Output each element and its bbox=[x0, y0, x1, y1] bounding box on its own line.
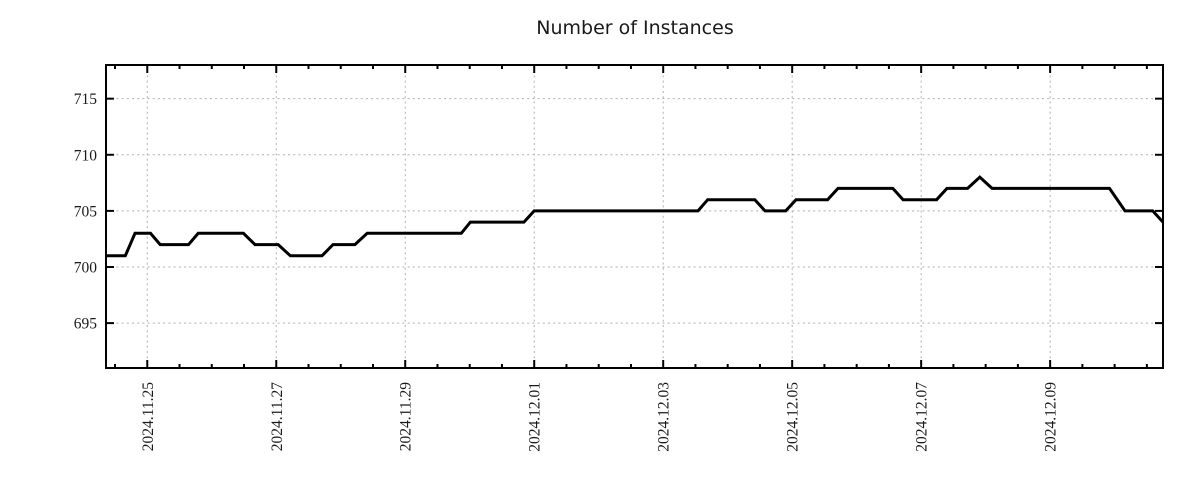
x-tick-label: 2024.12.05 bbox=[785, 382, 802, 452]
y-tick-label: 710 bbox=[74, 147, 98, 164]
y-tick-label: 715 bbox=[74, 91, 98, 108]
data-line bbox=[106, 175, 1165, 258]
y-tick-label: 700 bbox=[74, 260, 98, 277]
x-tick-label: 2024.11.27 bbox=[269, 382, 286, 451]
chart-title: Number of Instances bbox=[536, 17, 734, 39]
x-tick-label: 2024.12.09 bbox=[1043, 382, 1060, 452]
x-tick-label: 2024.11.29 bbox=[398, 382, 415, 451]
y-tick-label: 695 bbox=[74, 316, 98, 333]
x-tick-label: 2024.12.01 bbox=[527, 382, 544, 452]
x-tick-label: 2024.12.03 bbox=[656, 382, 673, 452]
x-tick-label: 2024.12.07 bbox=[914, 382, 931, 452]
plot-border bbox=[105, 64, 1164, 369]
y-tick-label: 705 bbox=[74, 203, 98, 220]
x-tick-label: 2024.11.25 bbox=[140, 382, 157, 451]
